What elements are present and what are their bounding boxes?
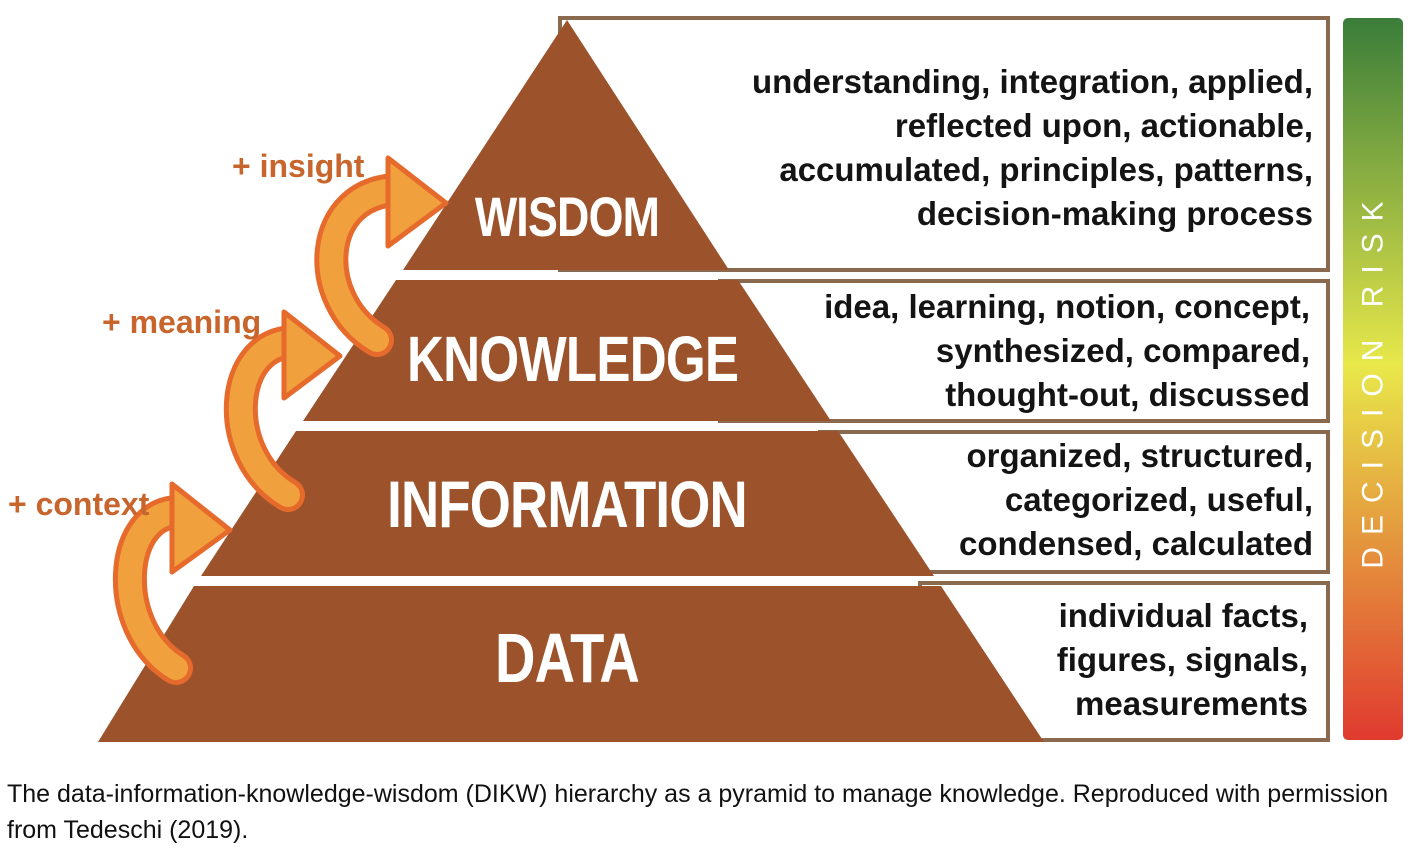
description-data: individual facts, figures, signals, meas… xyxy=(1056,597,1308,722)
box-knowledge xyxy=(718,279,1330,423)
transition-label-meaning: + meaning xyxy=(102,304,262,340)
level-label-data: DATA xyxy=(494,619,640,697)
tier-knowledge xyxy=(303,280,831,421)
decision-risk-label: DECISION RISK xyxy=(1357,189,1390,569)
tier-data xyxy=(98,586,1044,742)
tier-information xyxy=(201,431,934,576)
description-wisdom: understanding, integration, applied, ref… xyxy=(751,63,1313,232)
arrow-insight xyxy=(314,155,449,357)
tier-wisdom xyxy=(403,20,729,270)
level-label-knowledge: KNOWLEDGE xyxy=(407,323,739,395)
figure-caption: The data-information-knowledge-wisdom (D… xyxy=(7,780,1389,844)
arrow-meaning xyxy=(223,309,343,512)
decision-risk-bar xyxy=(1343,18,1403,740)
description-knowledge: idea, learning, notion, concept, synthes… xyxy=(824,288,1310,413)
level-label-information: INFORMATION xyxy=(387,467,748,541)
level-label-wisdom: WISDOM xyxy=(474,185,660,248)
arrow-context xyxy=(112,481,233,685)
description-information: organized, structured, categorized, usef… xyxy=(959,437,1313,562)
transition-label-insight: + insight xyxy=(232,148,365,184)
dikw-diagram xyxy=(98,16,1403,742)
transition-label-context: + context xyxy=(8,486,150,522)
